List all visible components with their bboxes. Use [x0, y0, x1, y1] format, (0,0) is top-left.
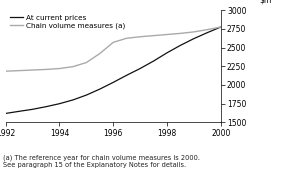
At current prices [179, 44, 182, 46]
At current prices [192, 38, 196, 40]
At current prices [219, 26, 222, 28]
At current prices [206, 32, 209, 34]
Chain volume measures (a) [165, 33, 169, 36]
Chain volume measures (a) [18, 70, 21, 72]
At current prices [44, 106, 48, 108]
Text: (a) The reference year for chain volume measures is 2000.
See paragraph 15 of th: (a) The reference year for chain volume … [3, 154, 200, 168]
Chain volume measures (a) [31, 69, 34, 71]
At current prices [138, 67, 142, 70]
At current prices [165, 52, 169, 54]
At current prices [85, 94, 88, 96]
Chain volume measures (a) [138, 36, 142, 38]
At current prices [58, 103, 61, 105]
Chain volume measures (a) [125, 37, 128, 39]
Chain volume measures (a) [219, 26, 222, 28]
Chain volume measures (a) [112, 41, 115, 43]
Line: At current prices: At current prices [6, 27, 221, 113]
Chain volume measures (a) [85, 62, 88, 64]
Chain volume measures (a) [206, 29, 209, 31]
Chain volume measures (a) [58, 67, 61, 70]
Chain volume measures (a) [44, 68, 48, 70]
At current prices [31, 108, 34, 110]
Chain volume measures (a) [98, 53, 101, 55]
At current prices [71, 99, 74, 101]
At current prices [18, 110, 21, 112]
Chain volume measures (a) [152, 35, 155, 37]
At current prices [152, 60, 155, 62]
Chain volume measures (a) [71, 66, 74, 68]
Legend: At current prices, Chain volume measures (a): At current prices, Chain volume measures… [9, 14, 126, 30]
Chain volume measures (a) [179, 32, 182, 34]
At current prices [125, 74, 128, 76]
Text: $m: $m [260, 0, 272, 5]
At current prices [4, 112, 7, 114]
Chain volume measures (a) [4, 70, 7, 72]
At current prices [98, 88, 101, 90]
At current prices [112, 81, 115, 83]
Chain volume measures (a) [192, 31, 196, 33]
Line: Chain volume measures (a): Chain volume measures (a) [6, 27, 221, 71]
